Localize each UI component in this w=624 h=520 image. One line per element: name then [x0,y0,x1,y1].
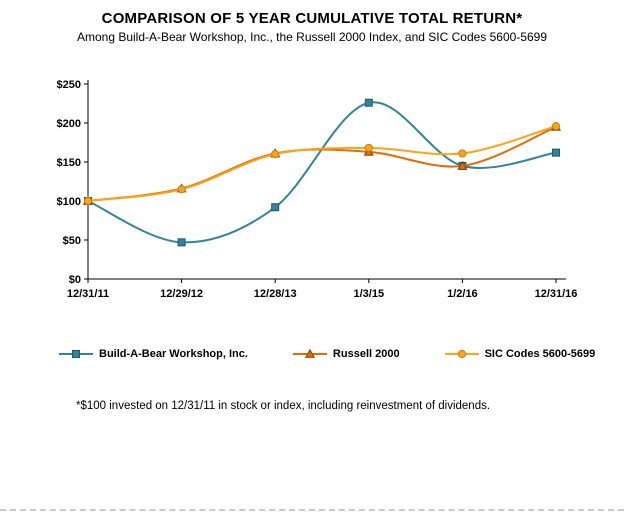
series-line [87,101,557,244]
square-marker [552,148,560,157]
circle-marker [458,149,467,158]
x-tick-label: 12/28/13 [254,288,297,300]
chart-footnote: *$100 invested on 12/31/11 in stock or i… [76,400,491,412]
circle-marker [177,185,186,194]
square-marker [72,350,80,358]
circle-marker [551,122,561,131]
chart-title: COMPARISON OF 5 YEAR CUMULATIVE TOTAL RE… [101,10,523,27]
triangle-marker [457,160,468,170]
legend-item: Build-A-Bear Workshop, Inc. [58,348,248,360]
x-tick-label: 12/29/12 [160,288,203,300]
y-tick-label: $50 [63,235,81,247]
legend-item: Russell 2000 [292,348,400,360]
legend-swatch-circle [444,349,479,359]
chart-legend: Build-A-Bear Workshop, Inc. Russell 2000 S… [58,348,624,360]
series-line [87,125,557,202]
legend-swatch-square [59,350,93,358]
circle-marker [271,150,280,159]
line-chart: $0 $50 $100 $150 $200 $250 12/31/11 12/29/12 12/… [57,79,578,300]
x-tick-label: 1/2/16 [447,288,478,300]
y-tick-label: $250 [57,79,81,91]
y-tick-label: $100 [57,196,81,208]
x-tick-label: 1/3/15 [354,288,385,300]
square-marker [177,238,186,247]
x-tick-label: 12/31/16 [535,288,578,300]
legend-label: SIC Codes 5600-5699 [484,348,596,360]
legend-item: SIC Codes 5600-5699 [444,348,596,360]
series-3 [83,122,561,206]
legend-swatch-triangle [292,348,327,358]
square-marker [271,203,280,212]
circle-marker [364,143,373,153]
series-line [87,125,557,202]
square-marker [364,98,373,107]
y-tick-label: $200 [57,118,81,130]
legend-label: Build-A-Bear Workshop, Inc. [99,348,248,360]
y-tick-label: $150 [57,157,81,169]
triangle-marker [304,348,315,358]
x-tick-label: 12/31/11 [67,288,109,300]
y-tick-label: $0 [69,274,81,286]
legend-label: Russell 2000 [332,348,400,360]
series-2 [82,121,562,205]
series-1 [84,98,560,247]
page-divider [0,509,624,511]
circle-marker [457,349,466,359]
circle-marker [83,196,93,206]
chart-subtitle: Among Build-A-Bear Workshop, Inc., the R… [76,30,548,44]
